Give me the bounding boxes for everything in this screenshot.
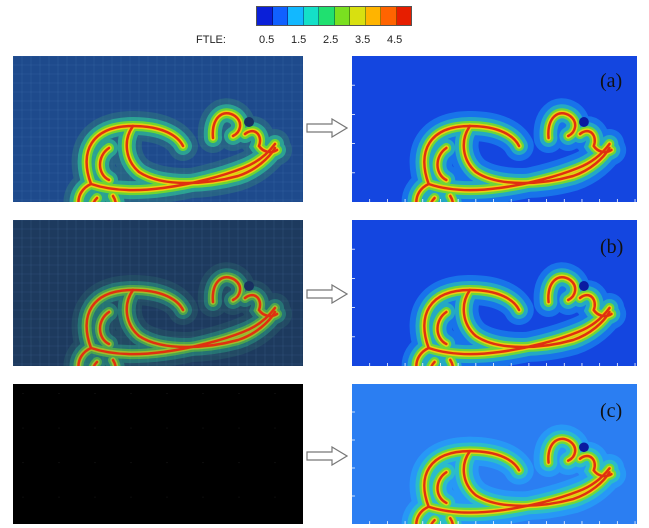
ftle-field-image bbox=[352, 384, 637, 524]
colorbar-tick: 1.5 bbox=[291, 34, 307, 46]
panel-label-c: (c) bbox=[600, 400, 623, 422]
ftle-field-image bbox=[352, 220, 637, 366]
right-panel-a bbox=[352, 56, 637, 202]
colorbar-segment bbox=[303, 7, 319, 25]
colorbar-segment bbox=[365, 7, 381, 25]
panel-label-b: (b) bbox=[600, 236, 624, 258]
right-panel-b bbox=[352, 220, 637, 366]
colorbar-segment bbox=[350, 7, 366, 25]
ftle-field-image bbox=[13, 220, 303, 366]
colorbar-segment bbox=[396, 7, 411, 25]
ftle-colorbar bbox=[256, 6, 412, 26]
left-panel-c bbox=[13, 384, 303, 524]
left-panel-a bbox=[13, 56, 303, 202]
arrow-right-icon bbox=[306, 284, 348, 304]
panel-label-a: (a) bbox=[600, 70, 623, 92]
colorbar-segment bbox=[319, 7, 335, 25]
arrow-right-icon bbox=[306, 446, 348, 466]
colorbar-segment bbox=[381, 7, 397, 25]
colorbar-segment bbox=[272, 7, 288, 25]
ftle-field-image bbox=[13, 384, 303, 524]
colorbar-tick: 4.5 bbox=[387, 34, 403, 46]
right-panel-c bbox=[352, 384, 637, 524]
colorbar-tick: 0.5 bbox=[259, 34, 275, 46]
colorbar-segment bbox=[334, 7, 350, 25]
colorbar-title: FTLE: bbox=[196, 34, 226, 46]
left-panel-b bbox=[13, 220, 303, 366]
ftle-field-image bbox=[13, 56, 303, 202]
colorbar-segment bbox=[257, 7, 273, 25]
arrow-right-icon bbox=[306, 118, 348, 138]
colorbar-tick: 3.5 bbox=[355, 34, 371, 46]
ftle-field-image bbox=[352, 56, 637, 202]
colorbar-tick: 2.5 bbox=[323, 34, 339, 46]
colorbar-segment bbox=[288, 7, 304, 25]
